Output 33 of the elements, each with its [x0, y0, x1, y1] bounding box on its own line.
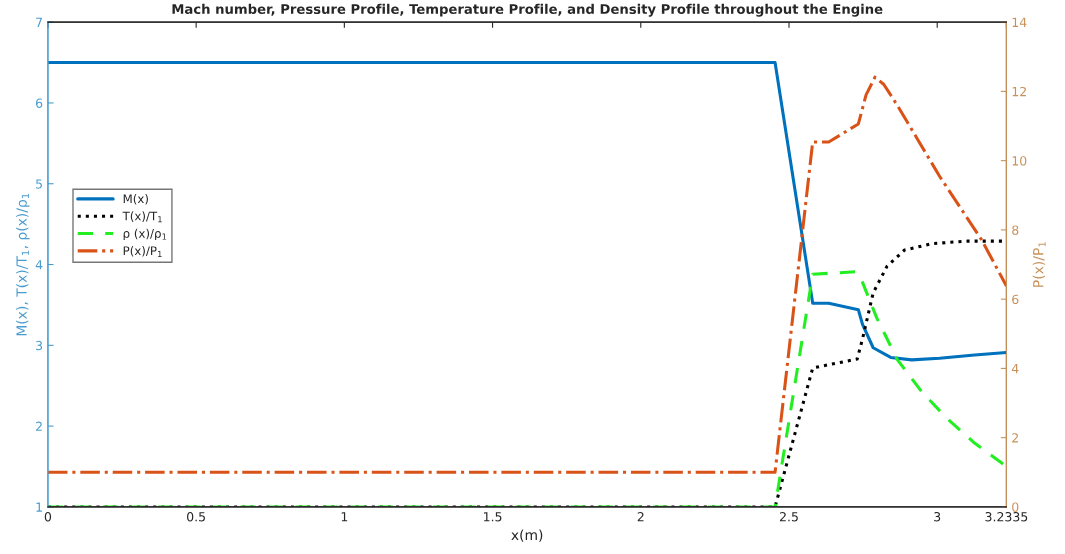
legend-label: M(x): [123, 194, 148, 205]
x-tick-label: 3: [934, 511, 941, 522]
y-tick-label: 7: [36, 17, 42, 27]
y-tick-label: 3: [36, 340, 43, 351]
y-tick-label: 6: [35, 98, 43, 108]
x-tick-label: 1: [341, 512, 348, 522]
x-tick-label: 1.5: [484, 512, 502, 522]
y2-tick-label: 10: [1012, 156, 1027, 166]
y-axis-title: M(x), T(x)/T$_{1}$, ρ(x)/ρ$_{1}$: [16, 193, 30, 336]
y2-tick-label: 14: [1012, 17, 1027, 27]
y-tick-label: 1: [36, 502, 42, 512]
y2-tick-label: 8: [1012, 225, 1019, 235]
line-series: [47, 61, 1007, 362]
x-tick-label: 3.2335: [985, 511, 1028, 522]
y2-tick-label: 2: [1012, 433, 1018, 443]
y2-axis-title: P(x)/P$_{1}$: [1032, 242, 1046, 287]
legend-label: ρ (x)/ρ$_{1}$: [123, 228, 167, 241]
chart-title: Mach number, Pressure Profile, Temperature Profile, and Density Profile throughout the Engine: [172, 3, 883, 17]
x-tick-label: 0: [44, 511, 52, 522]
x-tick-label: 0.5: [187, 511, 205, 522]
x-tick-label: 2.5: [779, 511, 798, 522]
y-tick-label: 4: [35, 260, 43, 270]
y2-tick-label: 12: [1012, 86, 1026, 97]
line-series: [47, 75, 1007, 474]
y-tick-label: 2: [36, 421, 42, 431]
x-tick-label: 2: [637, 511, 644, 522]
x-axis-title: x(m): [511, 529, 543, 542]
legend-label: T(x)/T$_{1}$: [122, 211, 162, 223]
y2-tick-label: 6: [1012, 294, 1019, 305]
y-tick-label: 5: [36, 179, 42, 189]
y2-tick-label: 4: [1011, 364, 1019, 374]
legend-label: P(x)/P$_{1}$: [123, 246, 162, 257]
y2-tick-label: 0: [1012, 502, 1019, 512]
